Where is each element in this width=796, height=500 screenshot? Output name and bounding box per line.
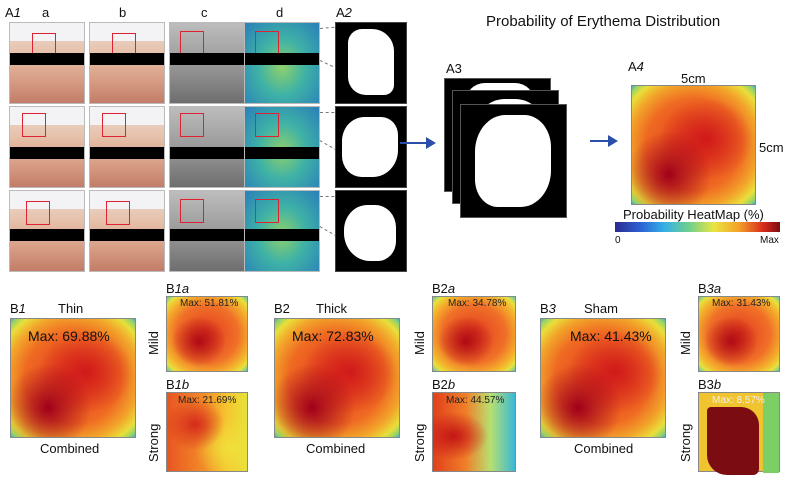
panel-label-b2: B2 <box>274 301 290 316</box>
panel-label-a4: A4 <box>628 59 644 74</box>
panel-label-b3a: B3a <box>698 281 722 296</box>
panel-label-b3: B3 <box>540 301 556 316</box>
mild-max: Max: 51.81% <box>180 298 239 309</box>
panel-label-b1a: B1a <box>166 281 190 296</box>
face-heat <box>244 22 320 104</box>
erythema-mask <box>335 22 407 104</box>
strong-heatmap <box>698 392 780 475</box>
connector-line <box>320 112 340 113</box>
face-heat <box>244 190 320 272</box>
combined-heatmap <box>540 318 666 438</box>
erythema-mask <box>335 106 407 188</box>
width-label: 5cm <box>681 71 706 86</box>
face-photo-annotated <box>89 22 165 104</box>
panel-label-b1: B1 <box>10 301 26 316</box>
row-label-strong: Strong <box>678 423 693 462</box>
panel-label-a1: A1 <box>5 5 21 20</box>
panel-label-a2: A2 <box>336 5 352 20</box>
face-grayscale <box>169 106 245 188</box>
row-label-mild: Mild <box>678 331 693 355</box>
row-label-strong: Strong <box>146 423 161 462</box>
face-photo <box>9 106 85 188</box>
height-label: 5cm <box>759 140 784 155</box>
row-label-strong: Strong <box>412 423 427 462</box>
strong-max: Max: 21.69% <box>178 395 237 406</box>
face-photo-annotated <box>89 106 165 188</box>
face-grayscale <box>169 190 245 272</box>
group-name: Thick <box>316 301 348 316</box>
row-label-mild: Mild <box>146 331 161 355</box>
face-photo <box>9 190 85 272</box>
strong-max: Max: 8.57% <box>712 395 765 406</box>
colorbar-max-label: Max <box>760 235 779 246</box>
row-label-mild: Mild <box>412 331 427 355</box>
face-heat <box>244 106 320 188</box>
strong-heatmap <box>432 392 516 472</box>
column-label-c: c <box>201 5 208 20</box>
combined-label: Combined <box>306 441 366 456</box>
heatmap-caption: Probability HeatMap (%) <box>623 207 764 222</box>
mild-heatmap <box>698 296 780 372</box>
arrow-right <box>400 137 436 149</box>
panel-label-b1b: B1b <box>166 377 190 392</box>
group-name: Thin <box>58 301 84 316</box>
face-grayscale <box>169 22 245 104</box>
panel-label-b2b: B2b <box>432 377 456 392</box>
strong-heatmap <box>166 392 248 472</box>
mask-stack-layer <box>460 104 567 218</box>
combined-heatmap <box>274 318 400 438</box>
combined-max: Max: 69.88% <box>28 328 110 344</box>
panel-label-b3b: B3b <box>698 377 722 392</box>
combined-label: Combined <box>40 441 100 456</box>
erythema-mask <box>335 190 407 272</box>
probability-heatmap <box>631 85 756 205</box>
colorbar <box>615 222 780 232</box>
mild-max: Max: 34.78% <box>448 298 507 309</box>
panel-label-b2a: B2a <box>432 281 456 296</box>
column-label-d: d <box>276 5 284 20</box>
group-name: Sham <box>584 301 618 316</box>
combined-max: Max: 72.83% <box>292 328 374 344</box>
column-label-a: a <box>42 5 50 20</box>
combined-label: Combined <box>574 441 634 456</box>
panel-label-a3: A3 <box>446 61 462 76</box>
figure-title: Probability of Erythema Distribution <box>486 13 721 30</box>
mild-heatmap <box>166 296 248 372</box>
face-photo-annotated <box>89 190 165 272</box>
connector-line <box>320 196 340 197</box>
column-label-b: b <box>119 5 127 20</box>
face-photo <box>9 22 85 104</box>
strong-max: Max: 44.57% <box>446 395 505 406</box>
combined-heatmap <box>10 318 136 438</box>
mild-heatmap <box>432 296 516 372</box>
mild-max: Max: 31.43% <box>712 298 771 309</box>
colorbar-min-label: 0 <box>615 235 621 246</box>
arrow-right <box>590 135 618 147</box>
combined-max: Max: 41.43% <box>570 328 652 344</box>
